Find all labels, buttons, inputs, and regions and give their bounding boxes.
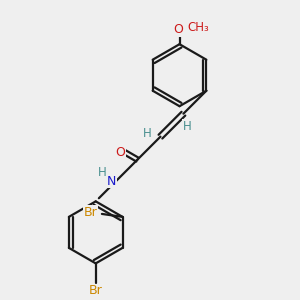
Text: O: O: [116, 146, 125, 159]
Text: CH₃: CH₃: [187, 22, 209, 34]
Text: Br: Br: [89, 284, 103, 297]
Text: H: H: [143, 127, 152, 140]
Text: H: H: [182, 120, 191, 133]
Text: Br: Br: [84, 206, 98, 219]
Text: H: H: [98, 166, 106, 179]
Text: O: O: [173, 23, 183, 36]
Text: N: N: [107, 175, 116, 188]
